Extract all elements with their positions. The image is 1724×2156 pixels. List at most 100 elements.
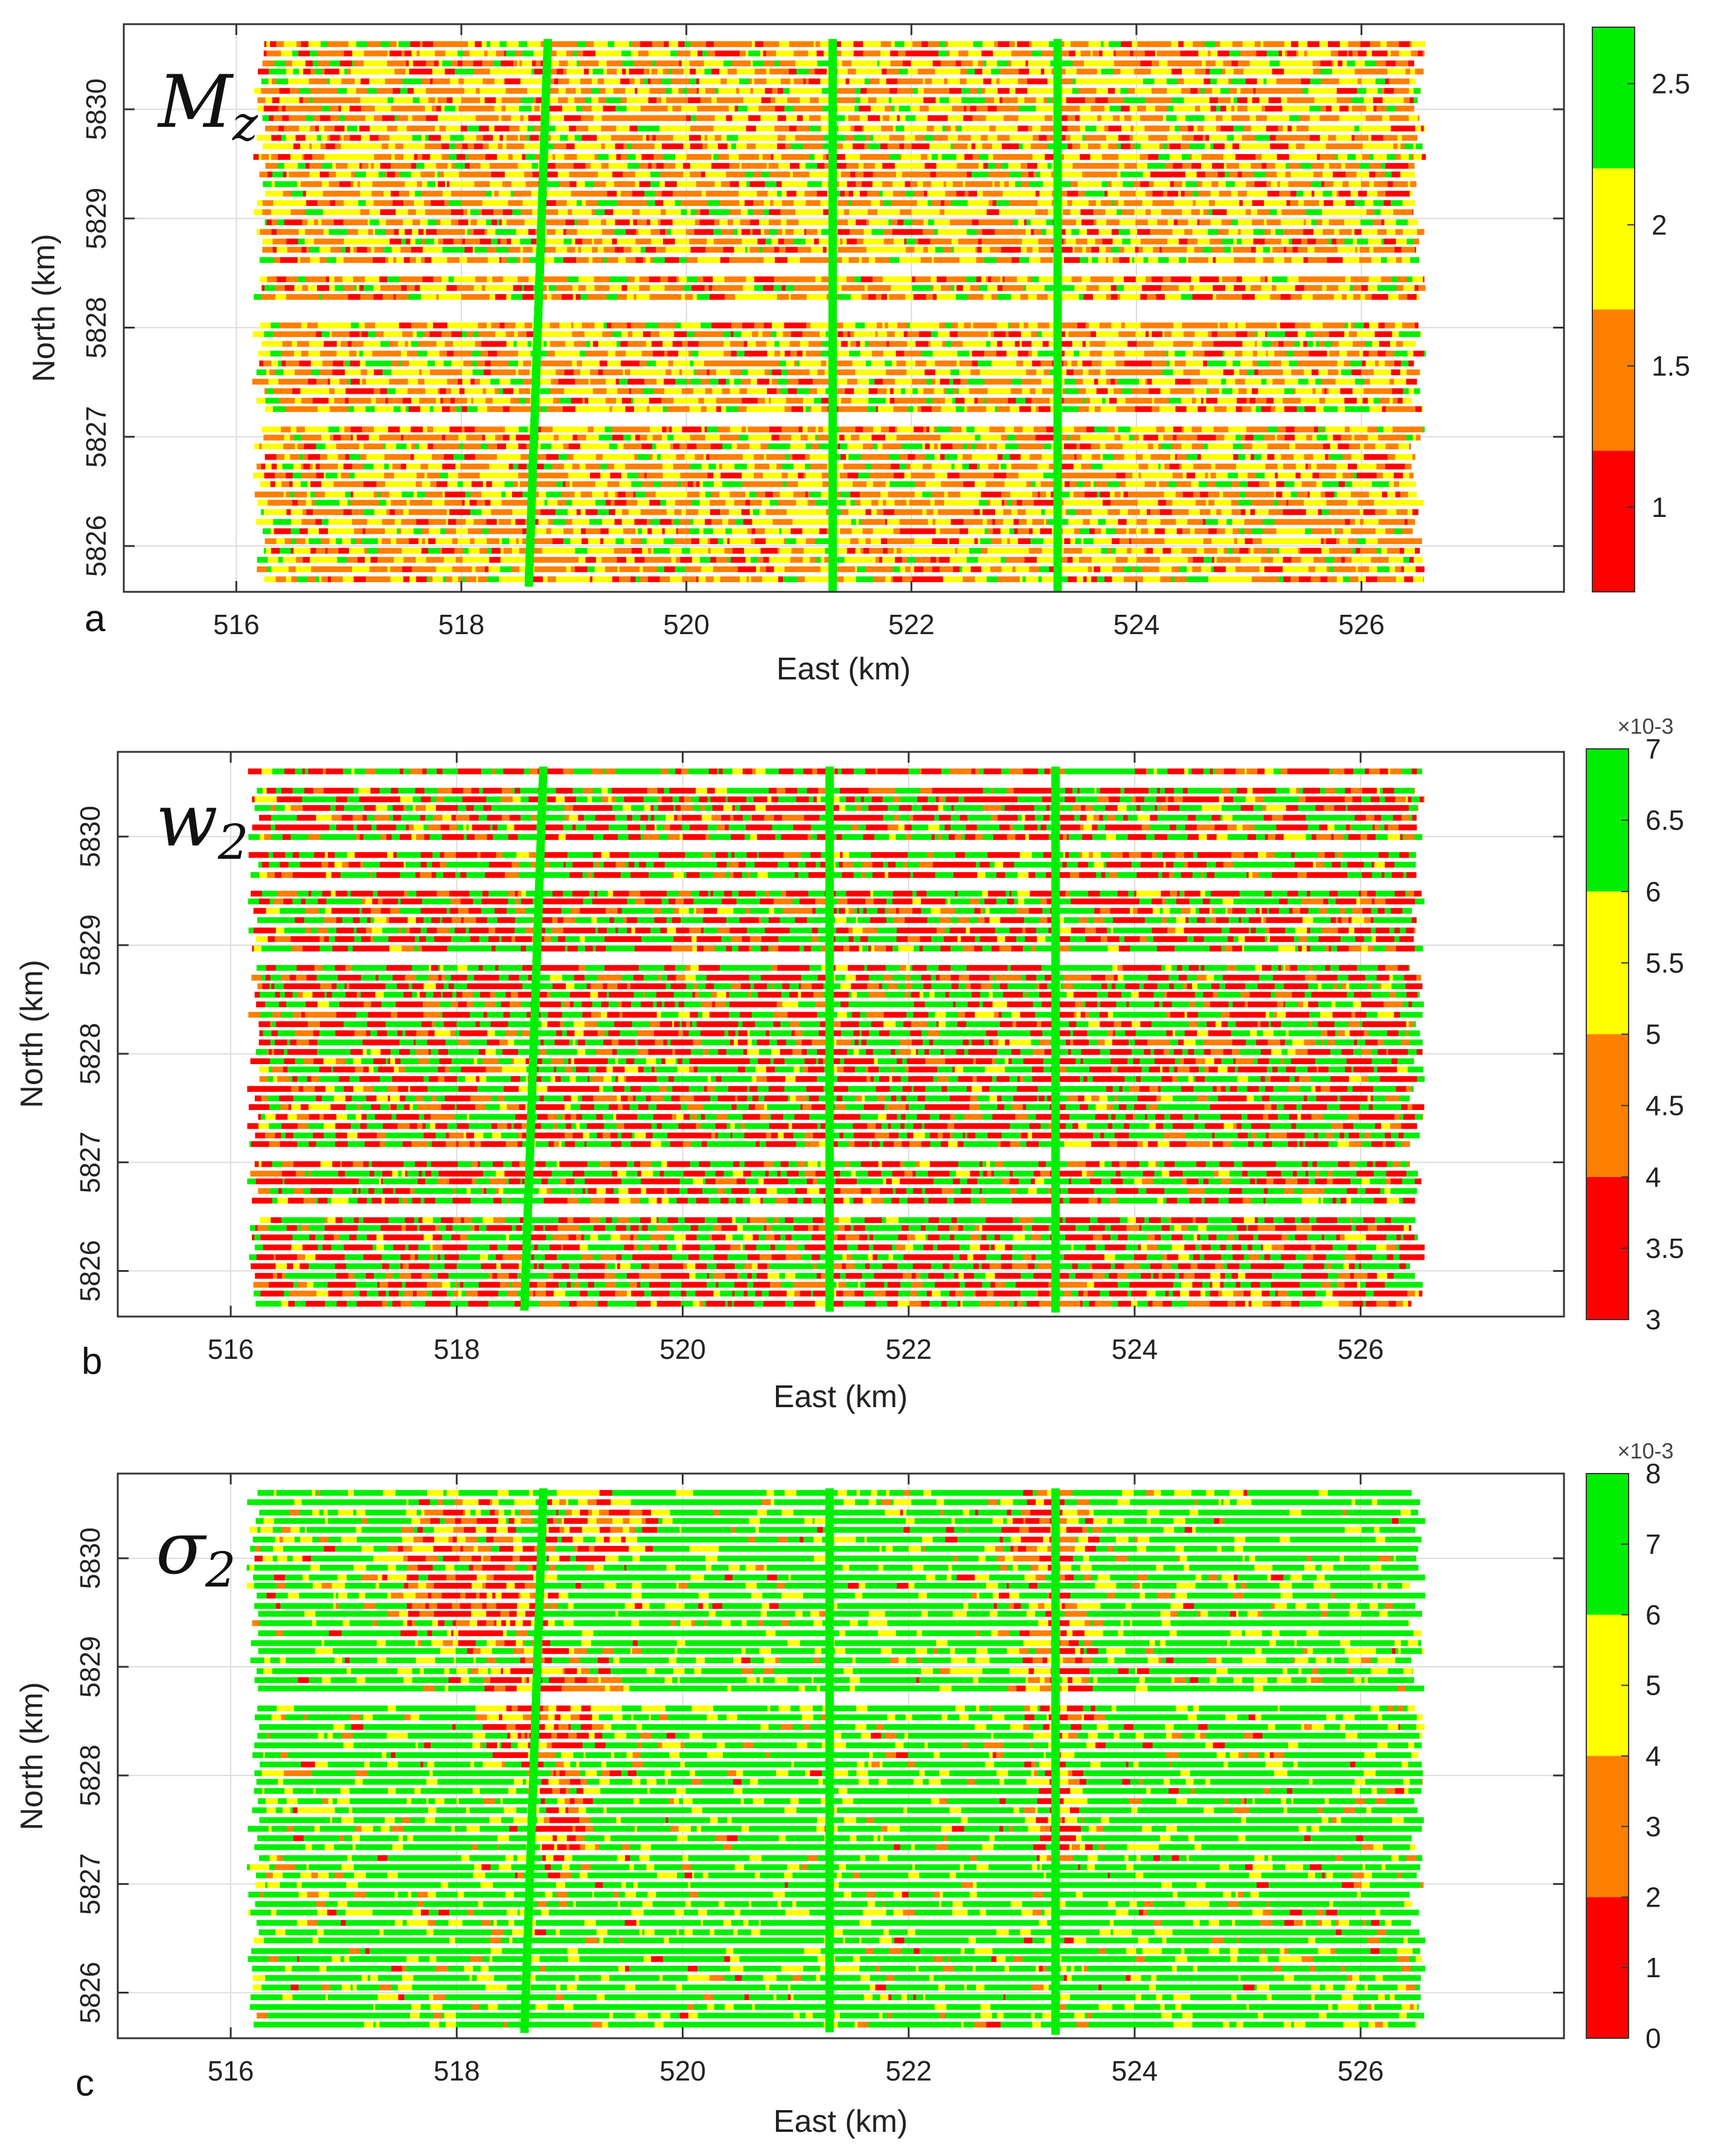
data-segment: [1202, 60, 1206, 66]
data-segment: [1307, 246, 1315, 253]
data-segment: [306, 209, 318, 216]
data-segment: [1361, 229, 1368, 235]
data-segment: [762, 172, 770, 178]
data-segment: [1322, 172, 1333, 178]
data-segment: [1150, 209, 1155, 216]
data-segment: [1031, 41, 1037, 47]
data-segment: [958, 322, 964, 329]
data-segment: [697, 200, 702, 206]
data-segment: [1083, 294, 1094, 300]
data-segment: [1356, 154, 1360, 160]
data-segment: [1377, 285, 1390, 291]
data-segment: [1068, 219, 1077, 225]
data-segment: [1043, 181, 1055, 187]
data-segment: [386, 126, 398, 132]
data-segment: [348, 50, 353, 57]
data-segment: [1167, 135, 1174, 141]
data-segment: [360, 209, 370, 216]
data-segment: [524, 115, 529, 121]
data-segment: [442, 60, 452, 66]
data-segment: [1234, 181, 1246, 187]
data-segment: [1142, 172, 1151, 178]
data-segment: [996, 126, 1006, 132]
data-segment: [383, 162, 391, 169]
data-segment: [652, 115, 663, 121]
data-segment: [882, 135, 885, 141]
data-segment: [911, 143, 915, 150]
data-segment: [928, 41, 940, 47]
data-segment: [1021, 162, 1028, 169]
data-segment: [672, 341, 683, 347]
data-segment: [1150, 115, 1161, 121]
data-segment: [763, 135, 770, 141]
data-segment: [1238, 60, 1243, 66]
data-segment: [521, 68, 532, 75]
data-segment: [1139, 154, 1149, 160]
data-segment: [669, 294, 682, 300]
data-segment: [989, 219, 1001, 225]
data-segment: [811, 285, 824, 291]
data-segment: [523, 78, 537, 85]
data-segment: [450, 78, 459, 85]
data-segment: [469, 350, 473, 357]
data-segment: [1396, 257, 1402, 263]
data-segment: [1208, 229, 1219, 235]
data-segment: [978, 219, 990, 225]
data-segment: [1009, 88, 1016, 94]
data-segment: [1202, 294, 1213, 300]
data-segment: [976, 229, 983, 235]
data-segment: [1187, 239, 1198, 245]
data-segment: [522, 200, 533, 206]
data-segment: [1234, 106, 1238, 112]
data-segment: [1086, 246, 1092, 253]
data-segment: [380, 350, 385, 357]
data-segment: [293, 190, 304, 197]
data-segment: [1341, 331, 1345, 338]
data-segment: [1127, 341, 1137, 347]
data-segment: [997, 60, 1009, 66]
data-segment: [379, 154, 392, 160]
data-segment: [882, 190, 894, 197]
data-segment: [1013, 219, 1019, 225]
data-segment: [352, 209, 361, 216]
data-segment: [553, 239, 565, 245]
data-segment: [531, 143, 543, 150]
data-segment: [789, 41, 802, 47]
data-segment: [1004, 115, 1008, 121]
data-segment: [974, 341, 987, 347]
data-segment: [429, 285, 435, 291]
data-segment: [1174, 172, 1186, 178]
data-segment: [1286, 181, 1289, 187]
data-segment: [984, 60, 987, 66]
data-segment: [822, 172, 825, 178]
data-segment: [473, 68, 478, 75]
data-segment: [1152, 60, 1159, 66]
data-segment: [1228, 78, 1231, 85]
data-segment: [364, 294, 374, 300]
data-segment: [1167, 190, 1179, 197]
data-segment: [1056, 219, 1069, 225]
data-segment: [706, 41, 714, 47]
data-segment: [1090, 331, 1097, 338]
data-segment: [796, 350, 803, 357]
data-segment: [697, 50, 703, 57]
data-segment: [1328, 331, 1342, 338]
data-segment: [1270, 246, 1273, 253]
data-segment: [1200, 350, 1205, 357]
data-segment: [928, 341, 931, 347]
data-segment: [454, 172, 460, 178]
data-segment: [749, 78, 752, 85]
data-segment: [1222, 350, 1225, 357]
data-segment: [490, 181, 503, 187]
data-segment: [513, 97, 522, 103]
data-segment: [1258, 60, 1271, 66]
data-segment: [428, 172, 435, 178]
data-segment: [595, 229, 599, 235]
data-segment: [329, 106, 339, 112]
data-segment: [774, 126, 784, 132]
data-segment: [532, 172, 543, 178]
data-segment: [475, 115, 484, 121]
data-segment: [722, 322, 732, 329]
data-segment: [531, 239, 537, 245]
data-segment: [403, 154, 415, 160]
